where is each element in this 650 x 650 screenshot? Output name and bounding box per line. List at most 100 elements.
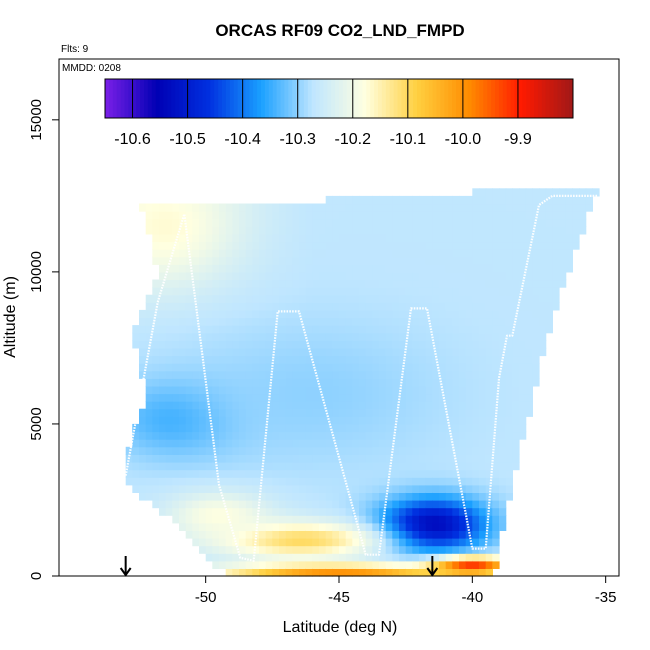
- field-cell: [205, 522, 213, 531]
- field-cell: [419, 233, 427, 243]
- field-cell: [319, 218, 327, 227]
- field-cell: [419, 347, 427, 357]
- field-cell: [272, 454, 280, 463]
- field-cell: [519, 249, 527, 258]
- field-cell: [452, 218, 460, 227]
- field-cell: [199, 507, 207, 516]
- field-cell: [252, 302, 260, 311]
- field-cell: [405, 370, 413, 379]
- field-cell: [319, 408, 327, 417]
- field-cell: [432, 538, 440, 547]
- field-cell: [392, 401, 400, 410]
- field-cell: [272, 279, 280, 288]
- field-cell: [225, 492, 233, 501]
- field-cell: [152, 408, 160, 417]
- field-cell: [399, 416, 407, 425]
- field-cell: [359, 545, 367, 554]
- field-cell: [192, 363, 200, 372]
- field-cell: [192, 385, 200, 395]
- field-cell: [239, 378, 247, 387]
- field-cell: [365, 515, 373, 524]
- field-cell: [399, 439, 407, 448]
- field-cell: [225, 363, 233, 372]
- field-cell: [325, 249, 333, 258]
- field-cell: [425, 385, 433, 395]
- field-cell: [492, 492, 500, 501]
- field-cell: [425, 226, 433, 235]
- field-cell: [512, 385, 520, 395]
- field-cell: [459, 484, 467, 493]
- field-cell: [472, 347, 480, 357]
- field-cell: [185, 203, 193, 212]
- field-cell: [485, 287, 493, 296]
- field-cell: [425, 500, 433, 509]
- field-cell: [319, 469, 327, 478]
- field-cell: [365, 370, 373, 379]
- field-cell: [512, 363, 520, 372]
- field-cell: [519, 408, 527, 417]
- field-cell: [365, 241, 373, 250]
- field-cell: [412, 393, 420, 402]
- field-cell: [472, 241, 480, 250]
- field-cell: [299, 469, 307, 478]
- field-cell: [219, 393, 227, 402]
- field-cell: [245, 355, 253, 364]
- field-cell: [465, 560, 473, 569]
- field-cell: [285, 271, 293, 281]
- field-cell: [259, 484, 267, 493]
- field-cell: [319, 256, 327, 265]
- field-cell: [252, 469, 260, 478]
- field-cell: [312, 515, 320, 524]
- field-cell: [499, 188, 507, 197]
- field-cell: [359, 431, 367, 440]
- field-cell: [519, 287, 527, 296]
- field-cell: [345, 477, 353, 486]
- field-cell: [152, 203, 160, 212]
- field-cell: [292, 340, 300, 349]
- field-cell: [339, 553, 347, 562]
- field-cell: [252, 340, 260, 349]
- field-cell: [345, 195, 353, 205]
- field-cell: [559, 249, 567, 258]
- field-cell: [472, 538, 480, 547]
- colorbar-segment: [112, 79, 118, 118]
- field-cell: [345, 226, 353, 235]
- field-cell: [212, 378, 220, 387]
- field-cell: [392, 309, 400, 319]
- field-cell: [339, 241, 347, 250]
- field-cell: [485, 332, 493, 341]
- field-cell: [319, 271, 327, 281]
- colorbar-segment: [561, 79, 566, 118]
- field-cell: [445, 264, 453, 273]
- field-cell: [532, 363, 540, 372]
- field-cell: [405, 256, 413, 265]
- field-cell: [312, 294, 320, 303]
- field-cell: [519, 378, 527, 387]
- field-cell: [472, 340, 480, 349]
- field-cell: [512, 439, 520, 448]
- field-cell: [532, 271, 540, 281]
- field-cell: [452, 249, 460, 258]
- field-cell: [185, 385, 193, 395]
- field-cell: [525, 393, 533, 402]
- field-cell: [432, 385, 440, 395]
- field-cell: [179, 309, 187, 319]
- x-tick-label: -45: [328, 589, 350, 606]
- field-cell: [225, 484, 233, 493]
- field-cell: [432, 287, 440, 296]
- field-cell: [232, 545, 240, 554]
- colorbar-segment: [198, 79, 203, 118]
- field-cell: [505, 218, 513, 227]
- field-cell: [319, 538, 327, 547]
- field-cell: [339, 568, 347, 577]
- field-cell: [192, 347, 200, 357]
- field-cell: [165, 340, 173, 349]
- field-cell: [212, 332, 220, 341]
- field-cell: [319, 545, 327, 554]
- field-cell: [392, 378, 400, 387]
- field-cell: [539, 294, 547, 303]
- field-cell: [452, 317, 460, 326]
- field-cell: [465, 469, 473, 478]
- field-cell: [385, 522, 393, 531]
- field-cell: [285, 484, 293, 493]
